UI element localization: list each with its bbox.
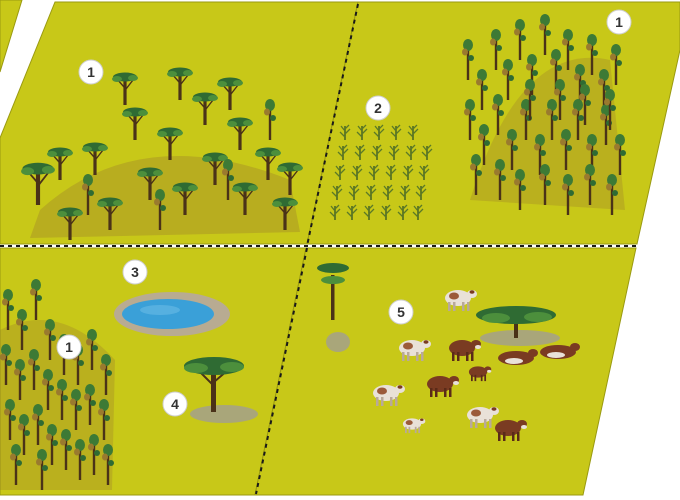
divider-vertical-top (306, 3, 359, 247)
marker-1-top-right: 1 (606, 9, 632, 35)
field-bottom-right (254, 247, 637, 496)
marker-3: 3 (122, 259, 148, 285)
forest-top-left (20, 66, 304, 241)
svg-text:1: 1 (65, 339, 73, 355)
lone-shade-tree (184, 357, 258, 423)
field-sliver-top (0, 0, 23, 73)
svg-text:5: 5 (397, 304, 405, 320)
marker-1-top-left: 1 (78, 59, 104, 85)
divider-vertical-bottom (255, 247, 308, 495)
cattle-pasture (373, 290, 580, 441)
marker-1-bottom-left: 1 (56, 334, 82, 360)
svg-text:3: 3 (131, 264, 139, 280)
pasture-small-tree (317, 263, 350, 352)
svg-text:4: 4 (171, 396, 179, 412)
water-pond (114, 292, 230, 336)
svg-text:2: 2 (374, 100, 382, 116)
field-top-right (306, 1, 680, 245)
svg-text:1: 1 (87, 64, 95, 80)
svg-text:1: 1 (615, 14, 623, 30)
forest-bottom-left (0, 279, 115, 490)
marker-5: 5 (388, 299, 414, 325)
marker-4: 4 (162, 391, 188, 417)
marker-2: 2 (365, 95, 391, 121)
forest-top-right (462, 14, 626, 215)
